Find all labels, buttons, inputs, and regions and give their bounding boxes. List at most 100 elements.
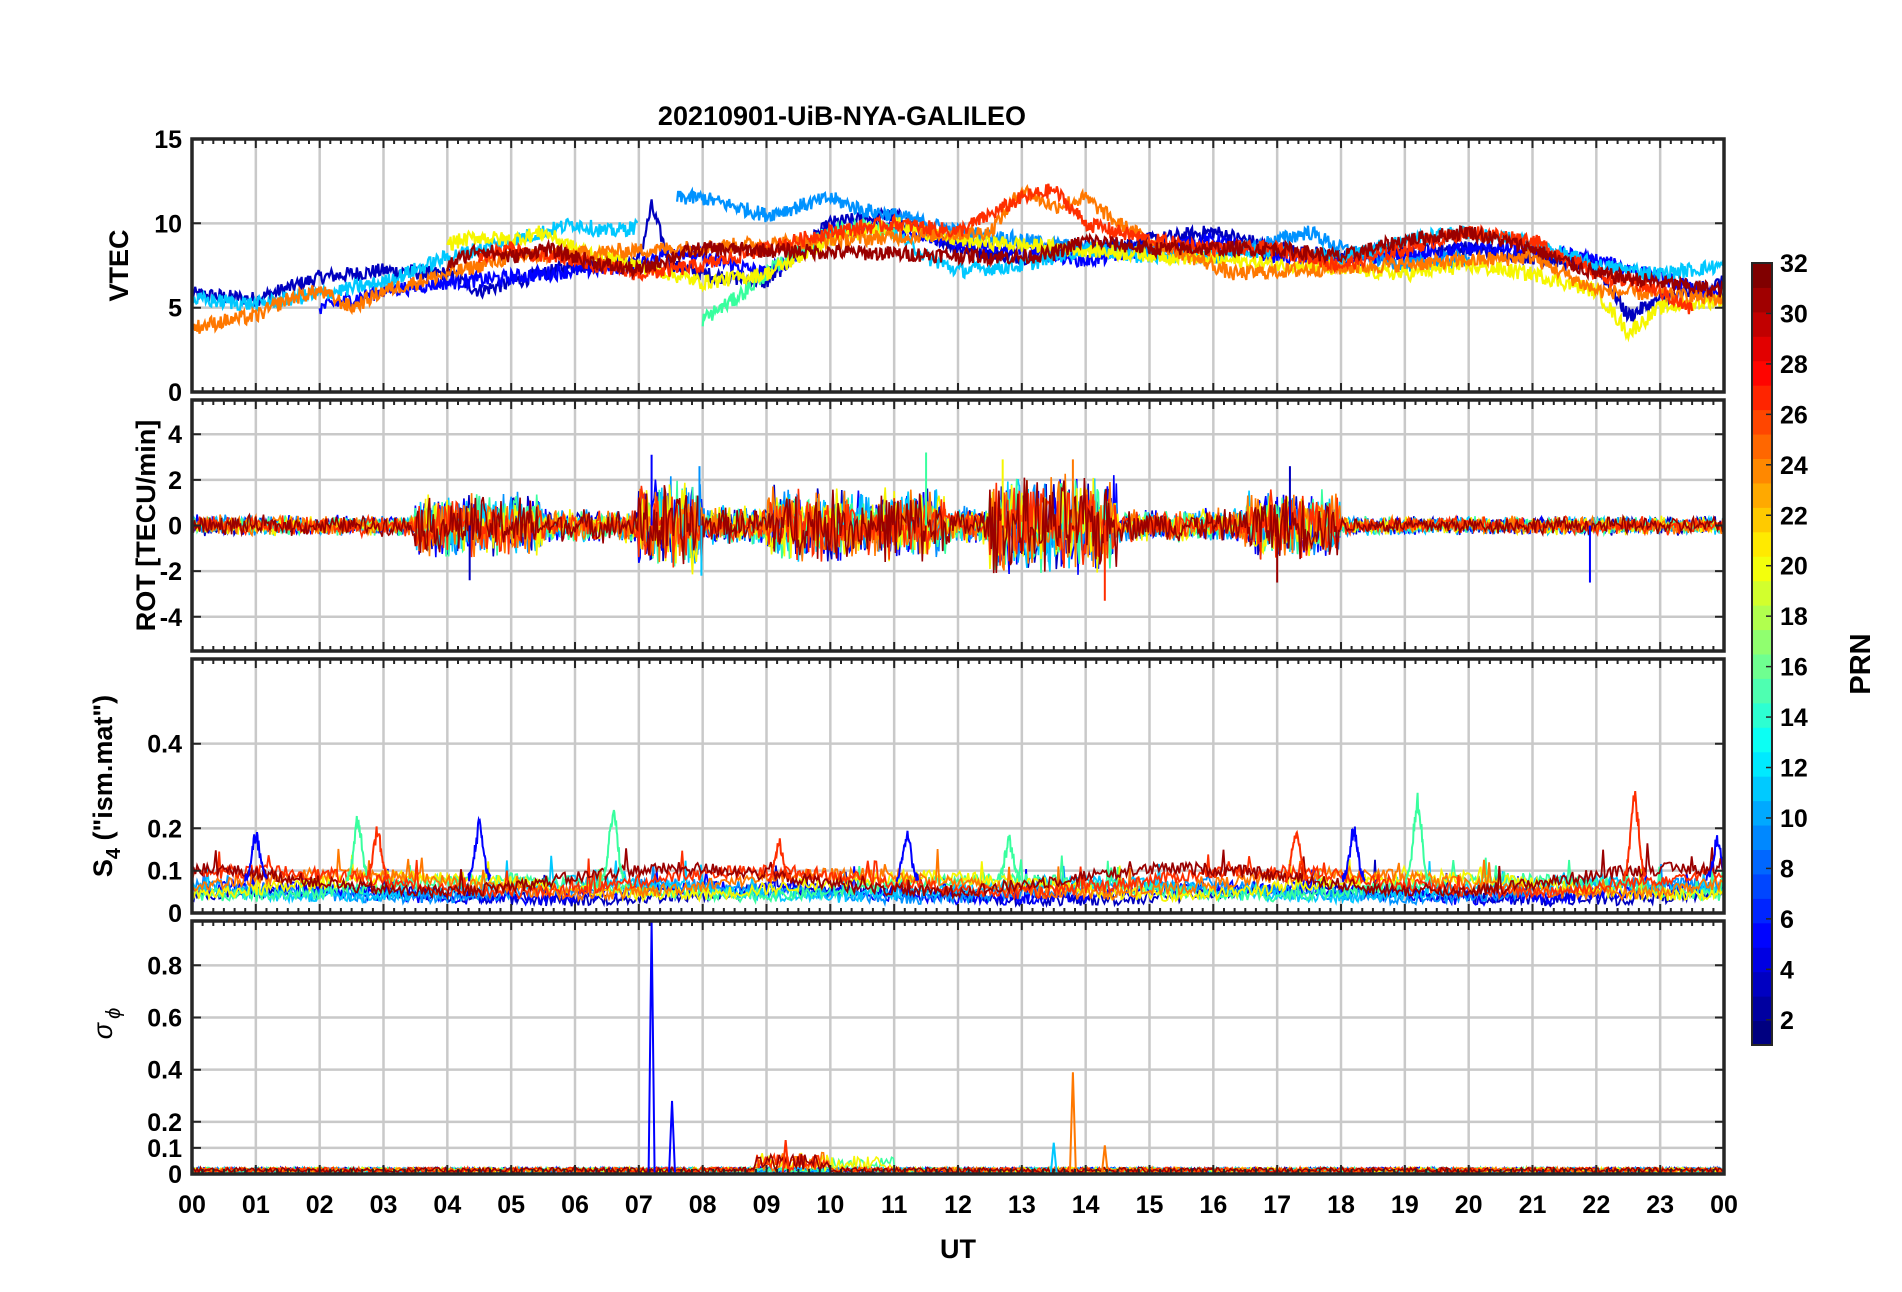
s4-peak [467, 815, 492, 882]
x-tick-label: 05 [497, 1191, 525, 1219]
colorbar-segment [1752, 654, 1772, 679]
colorbar-tick-label: 8 [1780, 855, 1794, 883]
y-tick-label: 0.4 [147, 731, 182, 759]
s4-series-6 [192, 848, 1724, 903]
y-tick-label: 0.8 [147, 952, 182, 980]
grid [192, 921, 1724, 1174]
sigma-spike [1049, 1142, 1058, 1174]
colorbar-tick-label: 18 [1780, 603, 1808, 631]
x-tick-label: 00 [178, 1191, 206, 1219]
x-tick-label: 20 [1455, 1191, 1483, 1219]
tick-marks [191, 400, 1725, 651]
y-tick-label: 0 [168, 900, 182, 928]
series-group [192, 791, 1724, 909]
colorbar-segment [1752, 1020, 1772, 1046]
colorbar-segment [1752, 385, 1772, 411]
colorbar-segment [1752, 825, 1772, 850]
y-tick-label: -4 [160, 604, 182, 632]
sigma-spike [781, 1140, 790, 1174]
colorbar-segment [1752, 898, 1772, 924]
x-tick-label: 23 [1646, 1191, 1674, 1219]
x-tick-label: 00 [1710, 1191, 1738, 1219]
rot-series-8 [192, 477, 1724, 574]
colorbar-segment [1752, 507, 1772, 533]
colorbar-segment [1752, 605, 1772, 631]
x-tick-labels: 00 01 02 03 04 05 06 07 08 09 10 11 12 13 14 15 16 17 18 19… [178, 1191, 1738, 1219]
x-tick-label: 07 [625, 1191, 653, 1219]
tick-path [191, 659, 1725, 914]
s4-peak [1705, 835, 1724, 881]
x-tick-label: 04 [433, 1191, 461, 1219]
s4-peak [1284, 829, 1309, 885]
x-tick-label: 11 [881, 1191, 908, 1219]
colorbar-segment [1752, 971, 1772, 997]
x-tick-label: 13 [1008, 1191, 1036, 1219]
colorbar-segment [1752, 531, 1772, 557]
colorbar-tick-label: 26 [1780, 401, 1808, 429]
panel-s4: 0 0.1 0.2 0.4 S4 ("ism.mat") [88, 657, 1726, 928]
colorbar-segment [1752, 873, 1772, 899]
colorbar-tick-label: 28 [1780, 351, 1808, 379]
colorbar-segment [1752, 922, 1772, 948]
colorbar-segment [1752, 996, 1772, 1022]
colorbar-tick-label: 12 [1780, 755, 1808, 783]
colorbar-label: PRN [1845, 633, 1877, 694]
colorbar-segment [1752, 776, 1772, 802]
sigma-spike [1100, 1145, 1109, 1174]
y-tick-label: 10 [154, 210, 182, 238]
x-axis-label: UT [940, 1234, 976, 1264]
y-tick-label: -2 [160, 558, 182, 586]
colorbar-segment [1752, 727, 1772, 753]
x-tick-label: 22 [1582, 1191, 1610, 1219]
x-tick-label: 16 [1199, 1191, 1227, 1219]
tick-marks [191, 921, 1725, 1175]
tick-marks [191, 659, 1725, 914]
y-axis-label: S4 ("ism.mat") [88, 695, 125, 877]
colorbar-tick-label: 30 [1780, 300, 1808, 328]
colorbar-segment [1752, 947, 1772, 973]
s4-peak [364, 826, 390, 881]
tick-path [191, 921, 1725, 1175]
colorbar-frame [1751, 262, 1773, 1046]
x-tick-label: 21 [1519, 1191, 1547, 1219]
y-tick-label: 0.4 [147, 1057, 182, 1085]
colorbar-segment [1752, 360, 1772, 386]
colorbar-tick-label: 14 [1780, 704, 1808, 732]
x-tick-label: 01 [242, 1191, 270, 1219]
tick-path [191, 138, 1725, 393]
y-tick-label: 0.2 [147, 1109, 182, 1137]
y-tick-label: 0 [168, 513, 182, 541]
s4-peak [996, 834, 1022, 882]
colorbar-tick-label: 22 [1780, 502, 1808, 530]
colorbar-segment [1752, 800, 1772, 826]
colorbar-tick-label: 10 [1780, 805, 1808, 833]
sigma-spike [1068, 1072, 1077, 1174]
y-tick-label: 15 [154, 126, 182, 154]
panel-sigma_phi: 00.10.2 0.4 0.6 0.8 σϕ [88, 919, 1726, 1189]
colorbar-segment [1752, 458, 1772, 484]
tick-marks [191, 138, 1725, 393]
y-tick-label: 0.1 [147, 1135, 182, 1163]
colorbar-segment [1752, 556, 1772, 582]
x-tick-label: 18 [1327, 1191, 1355, 1219]
x-tick-label: 08 [689, 1191, 717, 1219]
s4-peak [767, 838, 792, 884]
x-tick-label: 14 [1072, 1191, 1100, 1219]
colorbar-segment [1752, 678, 1772, 704]
s4-peak [895, 830, 920, 883]
colorbar-segment [1752, 482, 1772, 508]
y-tick-label: 0.2 [147, 815, 182, 843]
s4-peak [243, 831, 268, 882]
panel-vtec: 0 5 10 15 VTEC [104, 126, 1726, 407]
tick-path [191, 400, 1725, 651]
y-axis-label: VTEC [104, 229, 134, 301]
colorbar-segment [1752, 629, 1772, 655]
s4-series-8 [192, 843, 1724, 901]
s4-peak [345, 815, 370, 882]
sigma-spike [668, 1100, 677, 1174]
colorbar-segment [1752, 580, 1772, 606]
s4-peak [1405, 792, 1430, 882]
colorbar-tick-label: 20 [1780, 553, 1808, 581]
